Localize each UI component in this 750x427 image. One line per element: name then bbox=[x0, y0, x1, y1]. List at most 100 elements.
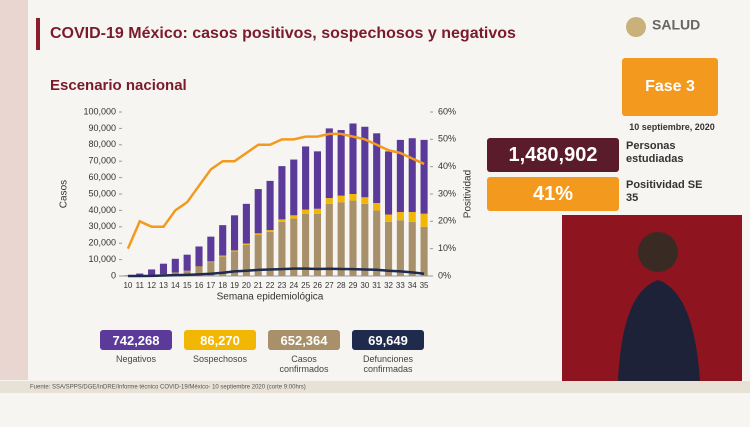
bar-segment bbox=[290, 159, 298, 216]
bar-segment bbox=[361, 126, 369, 198]
line bbox=[127, 267, 425, 278]
bar-segment bbox=[337, 195, 345, 203]
total-value: 742,268 bbox=[100, 330, 172, 350]
bar-segment bbox=[420, 213, 428, 227]
bar-segment bbox=[349, 200, 357, 276]
bar-segment bbox=[136, 273, 144, 276]
total-label: Defunciones confirmadas bbox=[362, 354, 414, 374]
bar-segment bbox=[290, 218, 298, 276]
x-tick-label: 26 bbox=[313, 281, 322, 290]
total-value: 86,270 bbox=[184, 330, 256, 350]
x-tick-label: 14 bbox=[171, 281, 180, 290]
bar-segment bbox=[183, 271, 191, 276]
bar-segment bbox=[254, 233, 262, 235]
bar-segment bbox=[278, 166, 286, 220]
bar-segment bbox=[207, 261, 215, 263]
x-tick-label: 31 bbox=[372, 281, 381, 290]
x-tick-label: 35 bbox=[420, 281, 429, 290]
bar-segment bbox=[266, 180, 274, 231]
total-value: 652,364 bbox=[268, 330, 340, 350]
interpreter-head bbox=[638, 232, 678, 272]
y2-tick-label: 30% bbox=[438, 188, 456, 198]
bar-segment bbox=[361, 203, 369, 276]
bar-segment bbox=[361, 197, 369, 204]
bar-segment bbox=[254, 235, 262, 276]
bar-segment bbox=[171, 258, 179, 273]
x-tick-label: 15 bbox=[183, 281, 192, 290]
y-tick-label: 90,000 bbox=[88, 123, 116, 133]
bar-segment bbox=[183, 254, 191, 271]
y2-tick-label: 50% bbox=[438, 134, 456, 144]
y-tick-label: 70,000 bbox=[88, 156, 116, 166]
x-tick-label: 22 bbox=[266, 281, 275, 290]
total-value: 69,649 bbox=[352, 330, 424, 350]
x-tick-label: 21 bbox=[254, 281, 263, 290]
bar-segment bbox=[325, 128, 333, 199]
subtitle: Escenario nacional bbox=[50, 77, 187, 94]
y2-tick-label: 0% bbox=[438, 270, 451, 280]
title-bar bbox=[36, 18, 40, 50]
x-tick-label: 27 bbox=[325, 281, 334, 290]
bar-segment bbox=[302, 146, 310, 210]
bar-segment bbox=[396, 220, 404, 276]
logo-emblem bbox=[626, 17, 646, 37]
bar-segment bbox=[408, 221, 416, 276]
y-tick-label: 60,000 bbox=[88, 172, 116, 182]
y-tick-label: 10,000 bbox=[88, 254, 116, 264]
kpi-value: 41% bbox=[487, 177, 619, 211]
y2-tick-label: 20% bbox=[438, 216, 456, 226]
y-tick-label: 80,000 bbox=[88, 139, 116, 149]
bar-segment bbox=[325, 203, 333, 276]
title: COVID-19 México: casos positivos, sospec… bbox=[50, 25, 516, 42]
bar-segment bbox=[313, 208, 322, 214]
bar-segment bbox=[408, 138, 416, 213]
y-tick-label: 50,000 bbox=[88, 188, 116, 198]
y2-tick-label: 10% bbox=[438, 243, 456, 253]
footer-bar bbox=[0, 381, 750, 393]
bar-segment bbox=[242, 203, 250, 244]
x-tick-label: 10 bbox=[123, 281, 132, 290]
bar-segment bbox=[420, 226, 428, 276]
x-tick-label: 17 bbox=[206, 281, 215, 290]
bar-segment bbox=[290, 215, 298, 219]
x-tick-label: 11 bbox=[136, 281, 145, 290]
line bbox=[126, 132, 425, 250]
bar-segment bbox=[242, 244, 250, 276]
y2-axis-title: Positividad bbox=[463, 170, 474, 218]
phase-box: Fase 3 bbox=[622, 58, 718, 116]
bar-segment bbox=[373, 133, 381, 204]
bar-segment bbox=[219, 256, 227, 276]
x-tick-label: 28 bbox=[337, 281, 346, 290]
bar-segment bbox=[266, 231, 274, 276]
bar-segment bbox=[373, 210, 381, 276]
x-tick-label: 16 bbox=[195, 281, 204, 290]
bar-segment bbox=[278, 219, 286, 222]
bar-segment bbox=[195, 266, 203, 276]
date: 10 septiembre, 2020 bbox=[629, 122, 715, 132]
kpi-value: 1,480,902 bbox=[487, 138, 619, 172]
y2-tick-label: 40% bbox=[438, 161, 456, 171]
bar-segment bbox=[302, 209, 310, 214]
total-label: Casos confirmados bbox=[279, 354, 329, 374]
y-tick-label: 40,000 bbox=[88, 205, 116, 215]
x-tick-label: 23 bbox=[277, 281, 286, 290]
bar-segment bbox=[230, 250, 239, 252]
kpi-label: Personas estudiadas bbox=[626, 140, 684, 165]
x-tick-label: 18 bbox=[218, 281, 227, 290]
bar-segment bbox=[396, 139, 404, 213]
bar-segment bbox=[337, 130, 345, 196]
bar-segment bbox=[254, 189, 262, 234]
bar-segment bbox=[384, 221, 393, 276]
bar-segment bbox=[219, 255, 227, 257]
bar-segment bbox=[230, 251, 239, 276]
x-axis-title: Semana epidemiológica bbox=[217, 292, 324, 303]
kpi-label: Positividad SE 35 bbox=[626, 179, 703, 204]
x-tick-label: 24 bbox=[289, 281, 298, 290]
bar-segment bbox=[242, 243, 250, 245]
y-tick-label: 20,000 bbox=[88, 238, 116, 248]
bar-segment bbox=[408, 212, 416, 222]
bar-segment bbox=[148, 269, 156, 276]
bar-segment bbox=[384, 151, 393, 215]
